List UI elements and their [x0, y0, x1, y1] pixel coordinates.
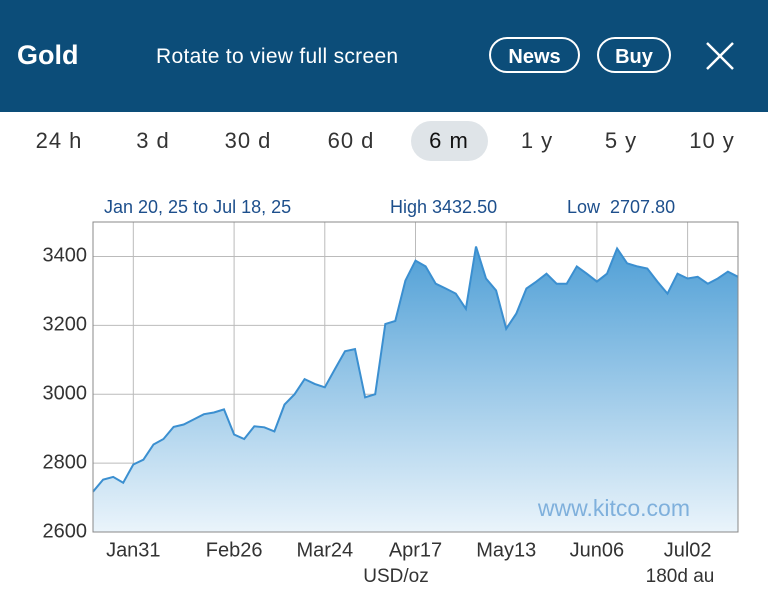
y-tick-label: 3000 — [43, 383, 88, 405]
x-tick-label: May13 — [476, 539, 536, 561]
line — [92, 246, 739, 493]
x-tick-label: Mar24 — [296, 539, 353, 561]
area — [93, 246, 738, 532]
y-tick-label: 2600 — [43, 520, 88, 542]
range-tab[interactable]: 1 y — [520, 128, 554, 153]
header-bar: Gold Rotate to view full screen News Buy — [0, 0, 768, 112]
news-button[interactable]: News — [489, 37, 580, 73]
range-tabs: 24 h 3 d 30 d 60 d 6 m 1 y 5 y 10 y — [0, 118, 768, 166]
range-tab[interactable]: 5 y — [604, 128, 638, 153]
close-button[interactable] — [705, 41, 735, 71]
y-tick-label: 3400 — [43, 245, 88, 267]
x-tick-label: Jun06 — [570, 539, 625, 561]
low-label: Low 2707.80 — [567, 197, 675, 217]
high-label: High 3432.50 — [390, 197, 497, 217]
plot-border — [92, 221, 739, 533]
y-unit-label: USD/oz — [363, 566, 428, 587]
header-subtitle: Rotate to view full screen — [156, 45, 399, 68]
y-tick-label: 2800 — [43, 451, 88, 473]
buy-button[interactable]: Buy — [597, 37, 671, 73]
range-tab[interactable]: 6 m — [410, 121, 488, 161]
x-tick-label: Feb26 — [206, 539, 263, 561]
header-title: Gold — [17, 40, 79, 70]
x-tick-label: Jul02 — [664, 539, 712, 561]
range-tab[interactable]: 60 d — [327, 128, 375, 153]
range-tab[interactable]: 24 h — [35, 128, 83, 153]
chart: Jan 20, 25 to Jul 18, 25 High 3432.50 Lo… — [43, 197, 739, 587]
x-tick-label: Apr17 — [389, 539, 442, 561]
y-tick-label: 3200 — [43, 314, 88, 336]
x-tick-label: Jan31 — [106, 539, 161, 561]
range-note: 180d au — [646, 566, 715, 587]
range-tab[interactable]: 30 d — [224, 128, 272, 153]
chart-subtitle: Jan 20, 25 to Jul 18, 25 — [104, 197, 291, 217]
watermark: www.kitco.com — [537, 495, 690, 521]
range-tab[interactable]: 10 y — [689, 128, 735, 153]
range-tab[interactable]: 3 d — [136, 128, 170, 153]
